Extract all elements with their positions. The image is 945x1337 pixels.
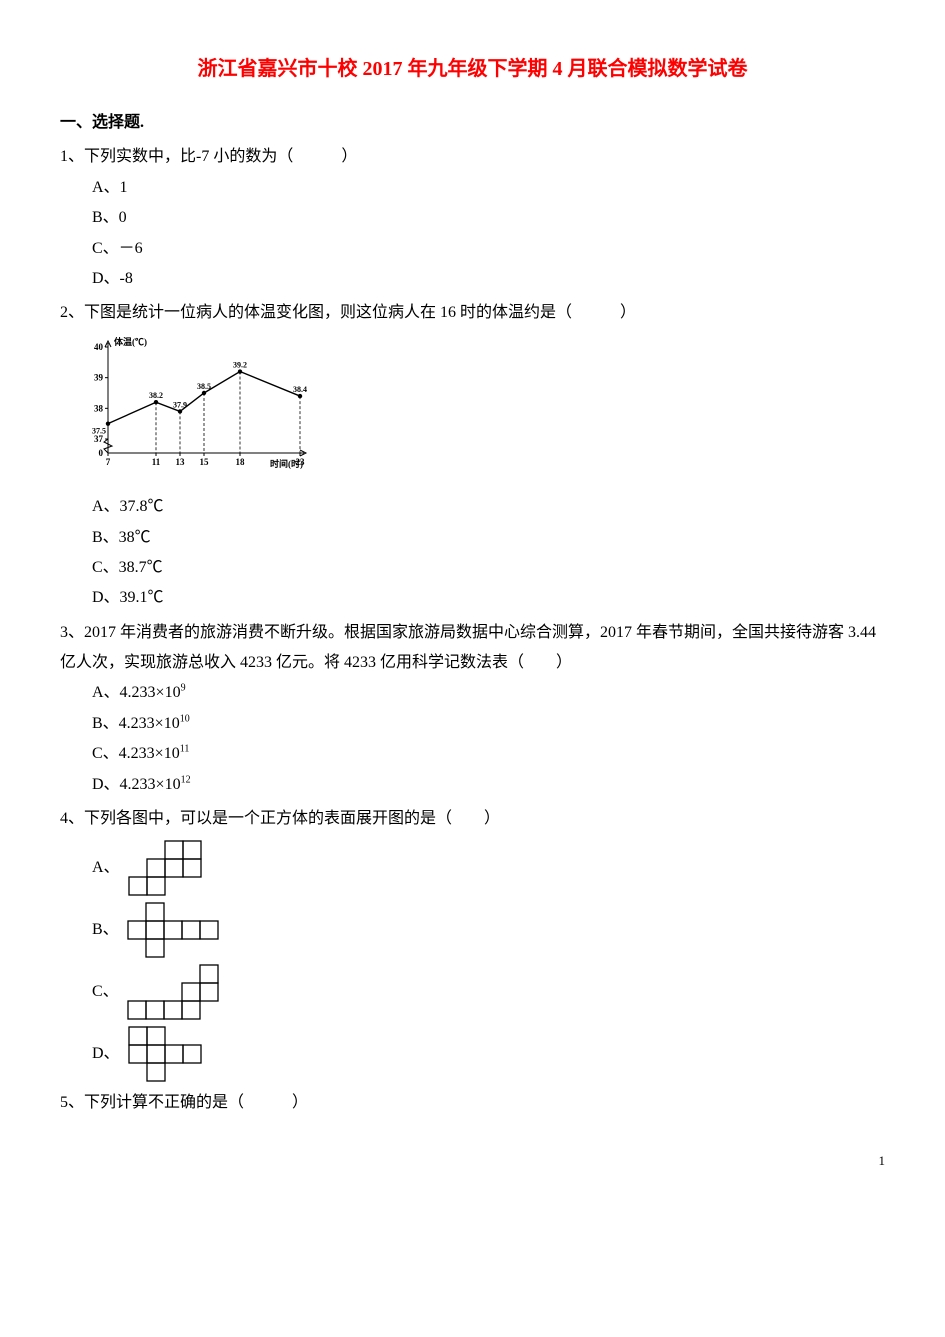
temperature-line-chart: 373839400体温(℃)时间(时)7111315182337.538.237… <box>80 335 310 475</box>
svg-text:38.5: 38.5 <box>197 382 211 391</box>
q3-c-exp: 11 <box>180 744 190 755</box>
svg-text:39.2: 39.2 <box>233 360 247 369</box>
q4-option-c: C、 <box>60 964 885 1020</box>
svg-text:11: 11 <box>152 457 161 467</box>
q4-option-d: D、 <box>60 1026 885 1082</box>
q1-option-d: D、-8 <box>60 264 885 294</box>
q4-option-b: B、 <box>60 902 885 958</box>
q3-a-exp: 9 <box>181 683 186 694</box>
q5-stem: 5、下列计算不正确的是（ ） <box>60 1088 885 1118</box>
svg-text:18: 18 <box>236 457 246 467</box>
q4-option-a: A、 <box>60 840 885 896</box>
q3-option-b: B、4.233×1010 <box>60 709 885 739</box>
q2-option-a: A、37.8℃ <box>60 492 885 522</box>
svg-text:38: 38 <box>94 403 104 413</box>
q3-b-base: B、4.233×10 <box>92 715 180 732</box>
q2-option-c: C、38.7℃ <box>60 553 885 583</box>
q1-option-b: B、0 <box>60 203 885 233</box>
q2-stem: 2、下图是统计一位病人的体温变化图，则这位病人在 16 时的体温约是（ ） <box>60 298 885 328</box>
cube-net-d <box>128 1026 202 1082</box>
q3-d-base: D、4.233×10 <box>92 776 181 793</box>
q3-option-a: A、4.233×109 <box>60 678 885 708</box>
q3-c-base: C、4.233×10 <box>92 745 180 762</box>
svg-text:15: 15 <box>200 457 210 467</box>
svg-text:37.5: 37.5 <box>92 426 106 435</box>
q4-d-label: D、 <box>92 1039 120 1069</box>
page-number: 1 <box>60 1149 885 1174</box>
q3-d-exp: 12 <box>181 774 191 785</box>
q4-a-label: A、 <box>92 853 120 883</box>
svg-text:体温(℃): 体温(℃) <box>114 336 147 347</box>
cube-net-c <box>127 964 219 1020</box>
q3-option-c: C、4.233×1011 <box>60 739 885 769</box>
q2-option-d: D、39.1℃ <box>60 583 885 613</box>
q3-stem: 3、2017 年消费者的旅游消费不断升级。根据国家旅游局数据中心综合测算，201… <box>60 618 885 679</box>
svg-text:38.4: 38.4 <box>293 385 307 394</box>
q3-a-base: A、4.233×10 <box>92 684 181 701</box>
svg-text:7: 7 <box>106 457 111 467</box>
cube-net-a <box>128 840 202 896</box>
q1-stem: 1、下列实数中，比-7 小的数为（ ） <box>60 142 885 172</box>
q1-option-a: A、1 <box>60 173 885 203</box>
q4-b-label: B、 <box>92 915 119 945</box>
svg-text:40: 40 <box>94 342 104 352</box>
svg-text:0: 0 <box>99 448 104 458</box>
svg-text:37.9: 37.9 <box>173 400 187 409</box>
q3-b-exp: 10 <box>180 714 190 725</box>
section-1-heading: 一、选择题. <box>60 108 885 138</box>
svg-text:38.2: 38.2 <box>149 391 163 400</box>
svg-text:23: 23 <box>296 457 306 467</box>
q3-option-d: D、4.233×1012 <box>60 770 885 800</box>
cube-net-b <box>127 902 219 958</box>
q2-chart: 373839400体温(℃)时间(时)7111315182337.538.237… <box>80 335 885 486</box>
page-title: 浙江省嘉兴市十校 2017 年九年级下学期 4 月联合模拟数学试卷 <box>60 50 885 88</box>
svg-text:39: 39 <box>94 372 104 382</box>
q4-c-label: C、 <box>92 977 119 1007</box>
q2-option-b: B、38℃ <box>60 523 885 553</box>
q1-option-c: C、－6 <box>60 234 885 264</box>
q4-stem: 4、下列各图中，可以是一个正方体的表面展开图的是（ ） <box>60 804 885 834</box>
svg-text:13: 13 <box>176 457 186 467</box>
